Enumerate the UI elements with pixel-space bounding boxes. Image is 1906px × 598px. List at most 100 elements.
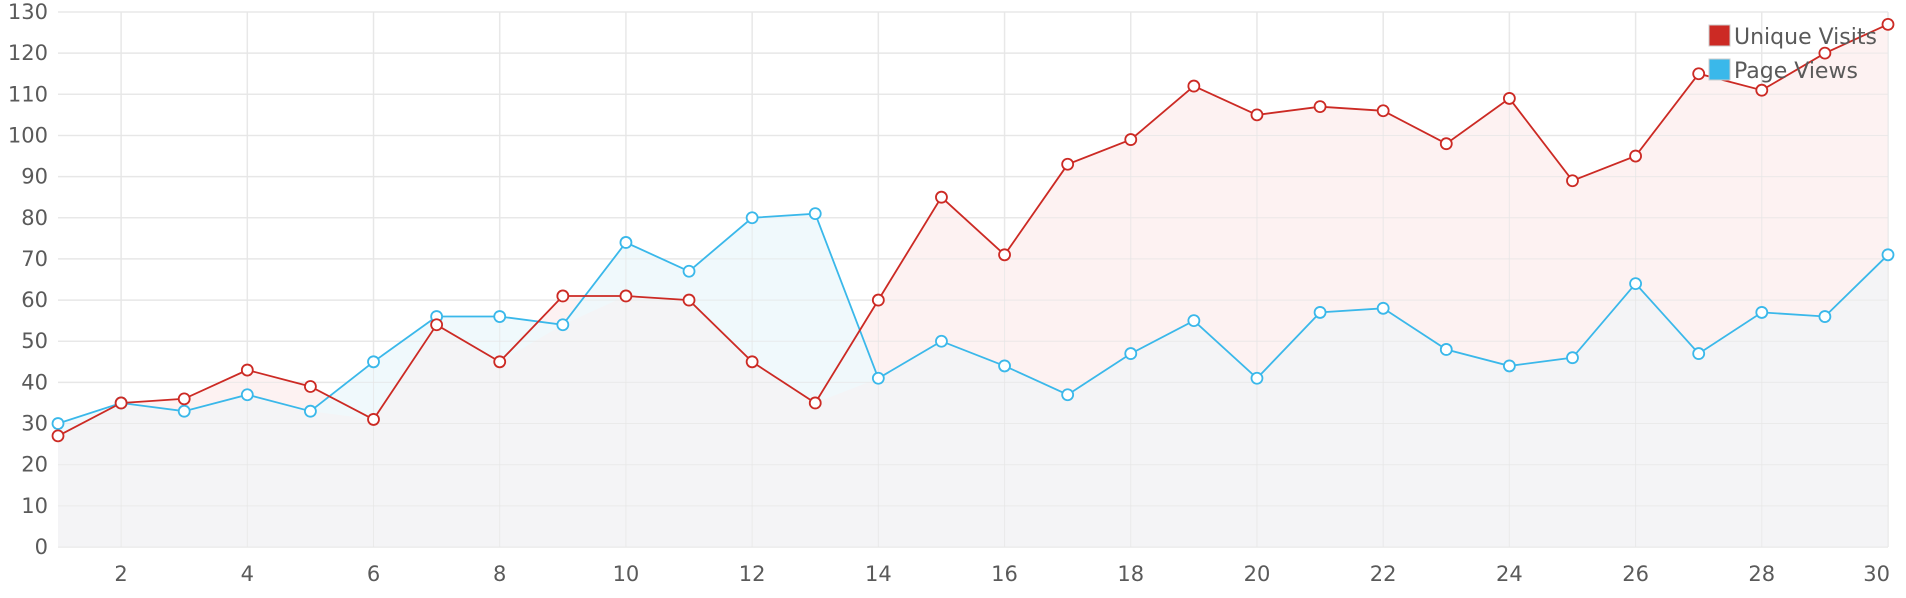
data-point-unique-visits[interactable] <box>1313 100 1327 114</box>
data-point-unique-visits[interactable] <box>1881 17 1895 31</box>
data-point-page-views[interactable] <box>1502 359 1516 373</box>
series-line-page-views <box>57 212 1889 425</box>
y-tick-label: 90 <box>21 165 48 189</box>
data-point-page-views[interactable] <box>1061 388 1075 402</box>
data-point-unique-visits[interactable] <box>1250 108 1264 122</box>
legend-swatch-unique-visits <box>1708 24 1731 47</box>
y-tick-label: 130 <box>8 0 48 24</box>
data-point-unique-visits[interactable] <box>935 190 948 204</box>
data-point-page-views[interactable] <box>304 404 317 418</box>
data-point-unique-visits[interactable] <box>1502 92 1516 105</box>
data-point-unique-visits[interactable] <box>1566 174 1579 188</box>
x-tick-label: 30 <box>1863 562 1890 586</box>
data-point-page-views[interactable] <box>1439 343 1453 356</box>
data-point-page-views[interactable] <box>1755 306 1769 319</box>
y-tick-label: 50 <box>21 329 48 353</box>
data-point-unique-visits[interactable] <box>493 355 507 369</box>
x-tick-label: 14 <box>865 562 892 586</box>
data-point-unique-visits[interactable] <box>1629 149 1642 163</box>
legend-item-page-views[interactable]: Page Views <box>1708 58 1858 84</box>
x-tick-label: 24 <box>1496 562 1523 586</box>
data-point-page-views[interactable] <box>177 404 191 418</box>
y-tick-label: 100 <box>8 123 48 147</box>
data-point-unique-visits[interactable] <box>1061 157 1075 171</box>
data-point-unique-visits[interactable] <box>304 380 317 393</box>
data-point-unique-visits[interactable] <box>619 289 633 303</box>
data-point-unique-visits[interactable] <box>808 396 822 410</box>
data-point-unique-visits[interactable] <box>682 293 696 307</box>
data-point-page-views[interactable] <box>682 264 696 278</box>
data-point-page-views[interactable] <box>1250 371 1264 385</box>
x-tick-label: 2 <box>114 562 127 586</box>
data-point-page-views[interactable] <box>871 371 885 385</box>
y-tick-label: 30 <box>21 412 48 436</box>
data-point-page-views[interactable] <box>51 417 65 430</box>
data-point-page-views[interactable] <box>935 334 948 348</box>
data-point-page-views[interactable] <box>556 318 570 332</box>
data-point-page-views[interactable] <box>808 207 822 221</box>
data-point-page-views[interactable] <box>1187 314 1201 328</box>
data-point-unique-visits[interactable] <box>1124 133 1138 146</box>
data-point-unique-visits[interactable] <box>871 293 885 307</box>
legend-item-unique-visits[interactable]: Unique Visits <box>1708 24 1877 50</box>
data-point-unique-visits[interactable] <box>430 318 444 332</box>
data-point-page-views[interactable] <box>493 310 507 323</box>
data-point-page-views[interactable] <box>1376 301 1390 315</box>
y-tick-label: 10 <box>21 494 48 518</box>
data-point-page-views[interactable] <box>1881 248 1895 262</box>
x-tick-label: 26 <box>1622 562 1649 586</box>
series-fills <box>58 11 1889 548</box>
legend-label-page-views: Page Views <box>1734 59 1858 84</box>
x-tick-label: 8 <box>493 562 506 586</box>
area-fill-overlap <box>58 254 1888 548</box>
data-point-page-views[interactable] <box>745 211 759 225</box>
x-tick-label: 22 <box>1370 562 1397 586</box>
data-point-unique-visits[interactable] <box>1439 137 1453 151</box>
x-tick-label: 16 <box>991 562 1018 586</box>
legend-label-unique-visits: Unique Visits <box>1734 25 1877 50</box>
series-points <box>51 17 1895 443</box>
data-point-unique-visits[interactable] <box>745 355 759 369</box>
data-point-page-views[interactable] <box>1124 347 1138 360</box>
data-point-unique-visits[interactable] <box>1692 67 1706 81</box>
data-point-unique-visits[interactable] <box>998 248 1011 262</box>
data-point-page-views[interactable] <box>1566 351 1579 365</box>
x-tick-label: 6 <box>367 562 380 586</box>
data-point-unique-visits[interactable] <box>1187 79 1201 93</box>
data-point-unique-visits[interactable] <box>556 289 570 303</box>
data-point-page-views[interactable] <box>1313 306 1327 319</box>
x-tick-label: 18 <box>1117 562 1144 586</box>
x-tick-label: 20 <box>1244 562 1271 586</box>
data-point-page-views[interactable] <box>1629 277 1642 291</box>
y-tick-label: 0 <box>35 535 48 559</box>
y-tick-label: 110 <box>8 82 48 106</box>
data-point-unique-visits[interactable] <box>1755 83 1769 97</box>
data-point-unique-visits[interactable] <box>51 429 65 443</box>
data-point-unique-visits[interactable] <box>177 392 191 406</box>
legend: Unique Visits Page Views <box>1708 24 1877 84</box>
y-tick-label: 120 <box>8 41 48 65</box>
y-tick-label: 70 <box>21 247 48 271</box>
x-tick-label: 12 <box>739 562 766 586</box>
data-point-unique-visits[interactable] <box>1818 46 1832 60</box>
y-tick-label: 20 <box>21 453 48 477</box>
y-tick-label: 40 <box>21 370 48 394</box>
data-point-unique-visits[interactable] <box>114 396 128 410</box>
x-tick-label: 4 <box>241 562 254 586</box>
data-point-unique-visits[interactable] <box>1376 104 1390 118</box>
x-tick-label: 28 <box>1748 562 1775 586</box>
data-point-page-views[interactable] <box>367 355 380 369</box>
data-point-unique-visits[interactable] <box>240 363 254 377</box>
data-point-page-views[interactable] <box>619 236 633 249</box>
x-tick-label: 10 <box>613 562 640 586</box>
data-point-unique-visits[interactable] <box>367 413 380 426</box>
y-tick-label: 60 <box>21 288 48 312</box>
data-point-page-views[interactable] <box>1692 347 1706 360</box>
legend-swatch-page-views <box>1708 58 1731 81</box>
data-point-page-views[interactable] <box>1818 310 1832 323</box>
data-point-page-views[interactable] <box>998 359 1011 373</box>
y-tick-label: 80 <box>21 206 48 230</box>
series-line-unique-visits <box>57 23 1889 437</box>
data-point-page-views[interactable] <box>240 388 254 402</box>
